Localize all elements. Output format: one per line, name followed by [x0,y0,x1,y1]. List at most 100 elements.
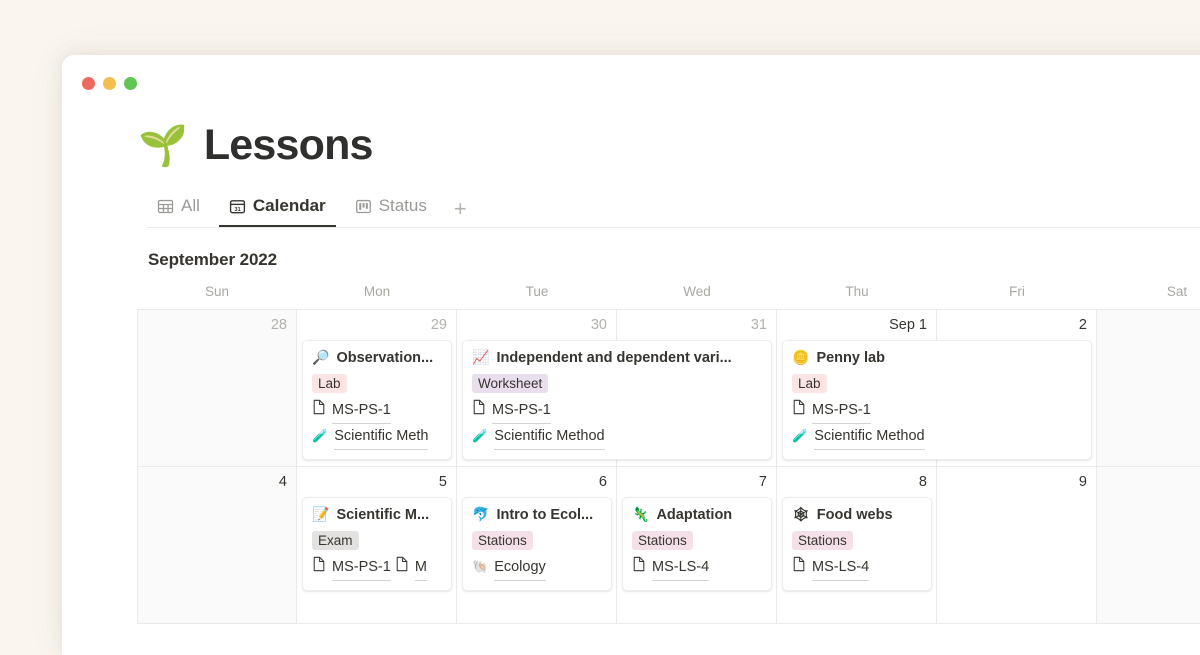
status-badge[interactable]: Stations [792,531,853,550]
relation-label: Scientific Method [814,424,925,450]
calendar-day-cell[interactable]: 31 [617,310,777,466]
event-emoji-icon: 📈 [472,350,490,366]
tab-calendar[interactable]: 31 Calendar [218,192,336,227]
day-number: 30 [590,317,607,333]
event-relations: MS-PS-1 🧪 Scientific Meth [312,398,442,450]
page-header: 🌱 Lessons All 31 Calendar Status + [62,111,1200,228]
event-title: Scientific M... [336,507,430,523]
day-number: 8 [918,474,927,490]
relation-line: MS-PS-1 [472,398,762,424]
event-emoji-icon: 🐬 [472,507,490,523]
page-title[interactable]: Lessons [203,121,374,169]
calendar-day-cell[interactable]: 28 [137,310,297,466]
status-badge[interactable]: Exam [312,531,359,550]
event-title-row: 🐬 Intro to Ecol... [472,505,602,525]
seedling-icon[interactable]: 🌱 [138,122,188,169]
relation-label: Scientific Method [494,424,605,450]
event-relations: MS-PS-1 M [312,555,442,581]
calendar-day-cell[interactable]: 5 [297,467,457,623]
close-button[interactable] [82,76,95,90]
status-badge[interactable]: Stations [472,531,533,550]
day-number [1106,316,1200,338]
relation-link[interactable]: 🧪 Scientific Method [472,424,605,450]
day-number: 5 [438,474,447,490]
event-relations: MS-LS-4 [792,555,922,581]
relation-line: MS-LS-4 [632,555,762,581]
calendar-event-card[interactable]: 🦎 Adaptation Stations MS-LS-4 [622,497,772,591]
day-number: 28 [270,317,287,333]
event-emoji-icon: 🪙 [792,350,810,366]
calendar-icon: 31 [229,198,246,215]
status-badge[interactable]: Lab [312,374,347,393]
calendar-event-card[interactable]: 📝 Scientific M... Exam MS-PS-1 M [302,497,452,591]
calendar-day-cell[interactable]: 2 [937,310,1097,466]
relation-line: 🧪 Scientific Meth [312,424,442,450]
calendar-event-card[interactable]: 🔎 Observation... Lab MS-PS-1 🧪 Scientific Met… [302,340,452,460]
page-icon [312,399,326,423]
event-relations: MS-LS-4 [632,555,762,581]
calendar-week-row: 28 29 30 31 Sep 1 2 🔎 Observation... Lab MS-PS-1 🧪… [137,310,1200,467]
day-number [1106,473,1200,495]
day-number: 4 [278,474,287,490]
relation-link[interactable]: 🧪 Scientific Method [792,424,925,450]
tab-label: Status [378,196,427,215]
calendar-month-label: September 2022 [148,250,278,269]
relation-link[interactable]: MS-PS-1 [312,398,391,424]
calendar-day-cell[interactable]: 4 [137,467,297,623]
calendar-event-card[interactable]: 🕸 Food webs Stations MS-LS-4 [782,497,932,591]
page-title-row: 🌱 Lessons [138,121,1200,170]
event-title-row: 📈 Independent and dependent vari... [472,348,762,368]
calendar-day-cell[interactable]: 29 [297,310,457,466]
relation-label: MS-LS-4 [652,555,710,581]
calendar-day-cell[interactable]: 9 [937,467,1097,623]
event-title: Penny lab [816,350,885,366]
relation-line: 🧪 Scientific Method [792,424,1082,450]
weekday-tue: Tue [525,284,549,299]
day-number: Sep 1 [889,317,927,333]
status-badge[interactable]: Lab [792,374,827,393]
event-title-row: 📝 Scientific M... [312,505,442,525]
relation-emoji-icon: 🧪 [792,429,809,444]
calendar: Sun Mon Tue Wed Thu Fri Sat 28 29 30 31 Sep 1 2 🔎 Obs… [62,284,1200,624]
relation-link[interactable]: M [395,555,427,581]
svg-text:31: 31 [234,206,241,212]
event-title-row: 🪙 Penny lab [792,348,1082,368]
relation-link[interactable]: MS-PS-1 [792,398,871,424]
relation-link[interactable]: MS-LS-4 [632,555,710,581]
maximize-button[interactable] [124,76,137,90]
calendar-event-layer: 🔎 Observation... Lab MS-PS-1 🧪 Scientific Met… [137,340,1200,466]
calendar-day-cell[interactable]: 8 [777,467,937,623]
add-view-button[interactable]: + [453,196,467,221]
calendar-day-cell[interactable] [1097,310,1200,466]
calendar-event-card[interactable]: 🐬 Intro to Ecol... Stations 🐚 Ecology [462,497,612,591]
status-badge[interactable]: Worksheet [472,374,549,393]
relation-label: Ecology [494,555,546,581]
calendar-event-card[interactable]: 🪙 Penny lab Lab MS-PS-1 🧪 Scientific Method [782,340,1092,460]
calendar-day-cell[interactable]: 6 [457,467,617,623]
event-emoji-icon: 🦎 [632,507,650,523]
event-relations: MS-PS-1 🧪 Scientific Method [792,398,1082,450]
tab-status[interactable]: Status [345,192,437,227]
page-icon [792,399,806,423]
calendar-weeks: 28 29 30 31 Sep 1 2 🔎 Observation... Lab MS-PS-1 🧪… [137,310,1200,624]
event-title: Intro to Ecol... [496,507,594,523]
page-icon [395,556,409,580]
calendar-event-card[interactable]: 📈 Independent and dependent vari... Worksh… [462,340,772,460]
status-badge[interactable]: Stations [632,531,693,550]
weekday-fri: Fri [1009,284,1025,299]
relation-line: 🐚 Ecology [472,555,602,581]
relation-link[interactable]: 🧪 Scientific Meth [312,424,429,450]
page-icon [472,399,486,423]
relation-label: M [414,555,427,581]
relation-link[interactable]: 🐚 Ecology [472,555,546,581]
calendar-day-cell[interactable] [1097,467,1200,623]
relation-link[interactable]: MS-PS-1 [312,555,391,581]
relation-link[interactable]: MS-PS-1 [472,398,551,424]
event-tag-row: Stations [632,531,762,550]
tab-all[interactable]: All [147,192,210,227]
day-number: 7 [758,474,767,490]
minimize-button[interactable] [103,76,116,90]
calendar-day-cell[interactable]: 7 [617,467,777,623]
relation-link[interactable]: MS-LS-4 [792,555,870,581]
day-number: 9 [1078,474,1087,490]
